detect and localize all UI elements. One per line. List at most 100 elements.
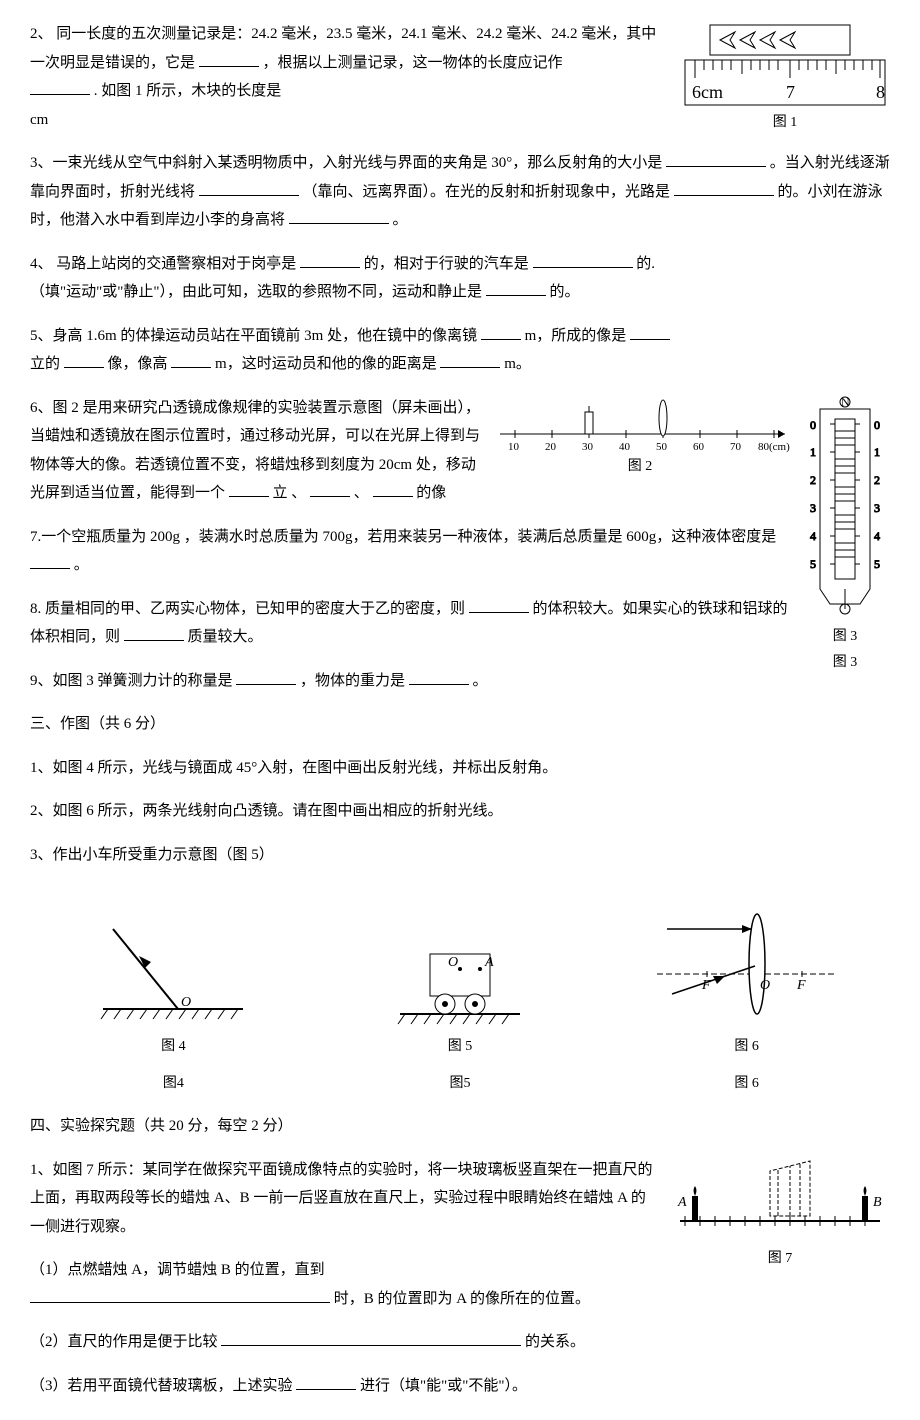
q9-blank-2[interactable] [409,669,469,685]
q5-blank-3[interactable] [64,352,104,368]
q6-blank-2[interactable] [310,481,350,497]
q6-blank-1[interactable] [229,481,269,497]
figure-6-caption-b: 图 6 [603,1071,890,1098]
figure-6-caption-a: 图 6 [603,1034,890,1061]
svg-text:F: F [701,978,711,993]
q4-blank-1[interactable] [300,252,360,268]
q7-text-b: 。 [74,557,89,573]
svg-text:10: 10 [508,441,520,453]
figure-7-caption: 图 7 [670,1246,890,1273]
q2-blank-1[interactable] [199,51,259,67]
svg-text:50: 50 [656,441,668,453]
q2-blank-2[interactable] [30,79,90,95]
ruler-tick-7: 7 [786,82,795,102]
figure-7: A B 图 7 [670,1156,890,1273]
q6-text-c: 、 [354,485,369,501]
question-7: 7.一个空瓶质量为 200g ，装满水时总质量为 700g，若用来装另一种液体，… [30,523,890,580]
svg-text:3: 3 [874,501,880,515]
section-3-q3: 3、作出小车所受重力示意图（图 5） [30,841,890,870]
ruler-tick-8: 8 [876,82,885,102]
q5-blank-1[interactable] [481,324,521,340]
svg-text:2: 2 [810,473,816,487]
q3-hint-b: （靠向、远离界面）。在光的反射和折射现象中，光路是 [303,184,671,200]
q5-text-a: 5、身高 1.6m 的体操运动员站在平面镜前 3m 处，他在镜中的像离镜 [30,328,477,344]
figure-4: O 图 4 [30,914,317,1061]
svg-text:4: 4 [874,529,880,543]
figure-row-456: O 图 4 O A 图 5 [30,894,890,1061]
figure-3-caption-right: 图 3 [800,624,890,651]
q4-text-b: 的，相对于行驶的汽车是 [364,256,529,272]
ruler-tick-6: 6cm [692,82,723,102]
figure-3-caption-below: 图 3 [800,650,890,677]
q8-text-a: 8. 质量相同的甲、乙两实心物体，已知甲的密度大于乙的密度，则 [30,601,465,617]
q5-blank-5[interactable] [440,352,500,368]
q3-blank-4[interactable] [289,208,389,224]
q5-blank-2[interactable] [630,324,670,340]
q6-blank-3[interactable] [373,481,413,497]
svg-text:2: 2 [874,473,880,487]
figure-2: 10 20 30 40 50 60 70 80(cm) 图 2 [490,394,790,481]
section-3-title: 三、作图（共 6 分） [30,710,890,739]
figure-5-caption-b: 图5 [317,1071,604,1098]
q4-hint: （填"运动"或"静止"），由此可知，选取的参照物不同，运动和静止是 [30,284,482,300]
s4-q1-3-blank[interactable] [296,1374,356,1390]
question-9: 9、如图 3 弹簧测力计的称量是 ，物体的重力是 。 [30,667,890,696]
q3-blank-2[interactable] [199,180,299,196]
svg-text:B: B [873,1195,882,1210]
q4-text-c: 的. [636,256,655,272]
q8-text-c: 质量较大。 [188,629,263,645]
svg-text:1: 1 [874,445,880,459]
s4-q1-1b: 时，B 的位置即为 A 的像所在的位置。 [334,1291,590,1307]
svg-text:O: O [448,955,458,970]
q5-text-c: 像，像高 [108,356,168,372]
q2-text-c: . 如图 1 所示，木块的长度是 [94,83,282,99]
figure-2-svg: 10 20 30 40 50 60 70 80(cm) [490,394,790,454]
svg-text:O: O [181,995,191,1010]
q8-blank-2[interactable] [124,625,184,641]
figure-5: O A 图 5 [317,924,604,1061]
q7-text-a: 7.一个空瓶质量为 200g ，装满水时总质量为 700g，若用来装另一种液体，… [30,529,776,545]
q5-unit-a: m，所成的像是 [525,328,627,344]
figure-6: F O F 图 6 [603,894,890,1061]
q8-blank-1[interactable] [469,597,529,613]
q9-text-c: 。 [473,673,488,689]
svg-text:1: 1 [810,445,816,459]
s4-q1-2-blank[interactable] [221,1330,521,1346]
svg-text:0: 0 [810,418,816,432]
s4-q1-1a: （1）点燃蜡烛 A，调节蜡烛 B 的位置，直到 [30,1262,325,1278]
svg-text:60: 60 [693,441,705,453]
svg-text:70: 70 [730,441,742,453]
svg-text:5: 5 [874,557,880,571]
q3-text-d: 。 [393,212,408,228]
s4-q1-3a: （3）若用平面镜代替玻璃板，上述实验 [30,1378,293,1394]
s4-q1-1-blank[interactable] [30,1287,330,1303]
q5-unit-c: m，这时运动员和他的像的距离是 [215,356,437,372]
q2-text-b: ，根据以上测量记录，这一物体的长度应记作 [263,55,563,71]
section-3-q1: 1、如图 4 所示，光线与镜面成 45°入射，在图中画出反射光线，并标出反射角。 [30,754,890,783]
question-5: 5、身高 1.6m 的体操运动员站在平面镜前 3m 处，他在镜中的像离镜 m，所… [30,322,890,379]
s4-q1-3b: 进行（填"能"或"不能"）。 [360,1378,527,1394]
figure-4-caption-b: 图4 [30,1071,317,1098]
q9-text-b: ，物体的重力是 [300,673,405,689]
svg-text:4: 4 [810,529,816,543]
s4-q1-2a: （2）直尺的作用是便于比较 [30,1334,218,1350]
q4-blank-3[interactable] [486,280,546,296]
figure-4-caption-a: 图 4 [30,1034,317,1061]
figure-1-caption: 图 1 [680,110,890,137]
svg-text:80(cm): 80(cm) [758,441,790,453]
q3-text-a: 3、一束光线从空气中斜射入某透明物质中，入射光线与界面的夹角是 30°，那么反射… [30,155,662,171]
q3-blank-3[interactable] [674,180,774,196]
q7-blank-1[interactable] [30,553,70,569]
q5-text-b: 立的 [30,356,60,372]
q9-blank-1[interactable] [236,669,296,685]
figure-3: N 00 11 22 33 44 55 图 3 图 3 [800,394,890,677]
q4-blank-2[interactable] [533,252,633,268]
q6-text-b: 立 、 [273,485,307,501]
svg-text:5: 5 [810,557,816,571]
svg-text:0: 0 [874,418,880,432]
q9-text-a: 9、如图 3 弹簧测力计的称量是 [30,673,233,689]
q6-text-d: 的像 [416,485,446,501]
q5-blank-4[interactable] [171,352,211,368]
q3-blank-1[interactable] [666,151,766,167]
question-3: 3、一束光线从空气中斜射入某透明物质中，入射光线与界面的夹角是 30°，那么反射… [30,149,890,235]
